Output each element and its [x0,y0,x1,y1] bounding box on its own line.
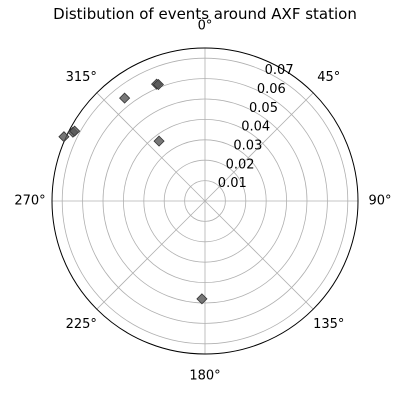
data-point [196,293,208,305]
data-points [58,78,208,305]
angular-tick-label: 45° [317,70,340,85]
angular-tick-labels: 0° 45° 90° 135° 180° 225° 270° 315° [14,19,391,384]
radial-tick-label: 0.07 [265,63,294,78]
radial-tick-label: 0.03 [233,138,262,153]
angular-tick-label: 315° [66,70,97,85]
data-point [119,92,131,104]
radial-tick-label: 0.06 [257,82,286,97]
radial-tick-label: 0.02 [226,157,255,172]
polar-frame [51,47,359,355]
angular-tick-label: 135° [313,317,344,332]
angular-tick-label: 180° [189,369,220,384]
radial-tick-label: 0.01 [218,176,247,191]
radial-tick-label: 0.05 [249,101,278,116]
angular-tick-label: 0° [198,19,213,34]
angular-gridline [96,200,206,310]
data-point [69,125,81,137]
data-point [152,78,164,91]
angular-gridline [96,92,206,202]
angular-tick-label: 270° [14,194,45,209]
angular-tick-label: 90° [368,194,391,209]
radial-tick-label: 0.04 [241,120,270,135]
angular-gridlines [52,48,358,354]
angular-gridline [204,92,314,202]
radial-tick-labels: 0.01 0.02 0.03 0.04 0.05 0.06 0.07 [218,63,294,191]
data-point [58,131,70,143]
chart-title: Distibution of events around AXF station [53,5,357,23]
angular-gridline [204,200,314,310]
data-point [153,135,165,147]
angular-tick-label: 225° [66,317,97,332]
